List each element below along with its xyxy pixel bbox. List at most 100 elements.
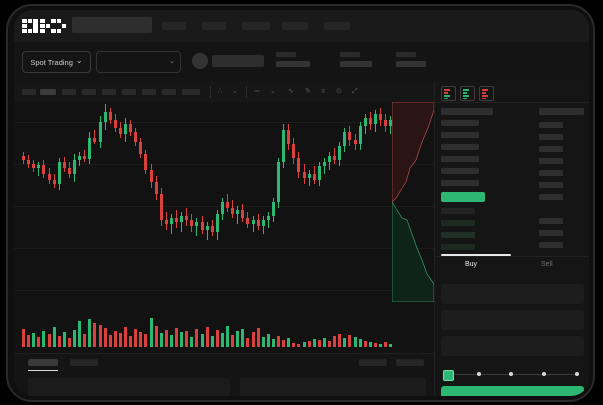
volume-bar <box>52 327 56 347</box>
volume-bar <box>190 337 194 347</box>
orderbook-ask-row[interactable] <box>441 144 479 150</box>
candle-wick <box>323 158 325 174</box>
orderbook-ask-row[interactable] <box>441 168 479 174</box>
total-field[interactable] <box>441 336 584 356</box>
orderbook-view-asks-icon[interactable] <box>479 86 494 101</box>
candlestick <box>333 102 337 302</box>
volume-bar <box>113 331 117 347</box>
timeframe-1[interactable] <box>22 89 36 95</box>
candle-body <box>205 226 209 230</box>
candle-body <box>231 208 235 214</box>
settings-icon[interactable]: ⊙ <box>336 88 342 95</box>
tab-buy-underline <box>441 254 511 256</box>
orderbook-header-right <box>539 108 584 115</box>
account-label <box>212 55 264 67</box>
candlestick <box>73 102 76 302</box>
timeframe-5[interactable] <box>102 89 116 95</box>
volume-bar <box>343 338 347 347</box>
search-input[interactable] <box>72 17 152 33</box>
slider-stop-75[interactable] <box>542 372 546 376</box>
volume-bar <box>241 329 245 347</box>
candlestick <box>195 102 199 302</box>
orderbook-size-cell <box>539 146 563 152</box>
orderbook-ask-row[interactable] <box>441 120 479 126</box>
chevron-down-icon-2[interactable]: ⌄ <box>270 88 276 95</box>
bottom-action-1[interactable] <box>359 359 387 366</box>
chevron-down-icon-1[interactable]: ⌄ <box>232 88 238 95</box>
slider-stop-100[interactable] <box>575 372 579 376</box>
candle-body <box>348 132 352 140</box>
orderbook-ask-row[interactable] <box>441 180 479 186</box>
timeframe-3[interactable] <box>62 89 76 95</box>
tab-sell[interactable]: Sell <box>541 261 553 268</box>
candlestick <box>200 102 204 302</box>
bottom-block-2[interactable] <box>240 378 426 396</box>
candlestick <box>389 102 393 302</box>
chart-type-icon[interactable]: ⎓ <box>254 88 260 95</box>
fullscreen-icon[interactable]: ⤢ <box>352 88 358 95</box>
indicator-icon[interactable]: ∴ <box>218 88 223 95</box>
camera-icon[interactable]: ⌽ <box>321 88 326 95</box>
price-field[interactable] <box>441 284 584 304</box>
orderbook-size-cell <box>539 242 563 248</box>
market-subbar: Spot Trading ⌄ ⌄ <box>14 42 589 83</box>
slider-stop-25[interactable] <box>477 372 481 376</box>
tab-buy[interactable]: Buy <box>465 261 478 268</box>
volume-bar <box>379 344 382 347</box>
orderbook-bid-row[interactable] <box>441 208 475 214</box>
nav-item-4[interactable] <box>282 22 308 30</box>
volume-bar <box>62 332 66 347</box>
trading-pair-selector[interactable]: ⌄ <box>96 51 181 73</box>
candlestick <box>149 102 153 302</box>
candlestick <box>226 102 229 302</box>
timeframe-7[interactable] <box>142 89 156 95</box>
candlestick <box>159 102 163 302</box>
timeframe-8[interactable] <box>162 89 176 95</box>
candlestick <box>236 102 240 302</box>
bottom-tab-2[interactable] <box>70 359 98 366</box>
pencil-icon[interactable]: ✎ <box>305 88 311 95</box>
bottom-action-2[interactable] <box>396 359 424 366</box>
nav-item-3[interactable] <box>242 22 270 30</box>
nav-item-1[interactable] <box>162 22 186 30</box>
candle-wick <box>38 162 40 176</box>
orderbook-view-bids-icon[interactable] <box>460 86 475 101</box>
candle-body <box>129 124 133 132</box>
amount-field[interactable] <box>441 310 584 330</box>
orderbook-size-cell <box>539 134 563 140</box>
buy-submit-button[interactable] <box>441 386 584 396</box>
trendline-icon[interactable]: ∿ <box>288 88 294 95</box>
timeframe-2[interactable] <box>40 89 56 95</box>
candle-body <box>22 156 25 160</box>
volume-series <box>14 307 434 347</box>
bottom-block-1[interactable] <box>28 378 230 396</box>
nav-item-2[interactable] <box>202 22 226 30</box>
candlestick <box>353 102 357 302</box>
orderbook-bid-row[interactable] <box>441 232 475 238</box>
orderbook-view-both-icon[interactable] <box>441 86 456 101</box>
nav-item-5[interactable] <box>324 22 350 30</box>
orderbook-spread-highlight[interactable] <box>441 192 485 202</box>
okx-logo[interactable] <box>22 19 66 33</box>
bottom-tab-active[interactable] <box>28 359 58 366</box>
orderbook-ask-row[interactable] <box>441 156 479 162</box>
timeframe-9[interactable] <box>182 89 200 95</box>
volume-bar <box>93 323 97 347</box>
orderbook-bid-row[interactable] <box>441 220 475 226</box>
candlestick <box>302 102 306 302</box>
slider-handle[interactable] <box>443 370 454 381</box>
orderbook-ask-row[interactable] <box>441 132 479 138</box>
timeframe-6[interactable] <box>122 89 136 95</box>
avatar[interactable] <box>192 53 208 69</box>
volume-bar <box>246 338 250 347</box>
orderbook-bid-row[interactable] <box>441 244 475 250</box>
volume-bar <box>215 330 219 347</box>
volume-bar <box>139 332 143 347</box>
candle-body <box>144 154 148 170</box>
amount-slider[interactable] <box>443 370 582 381</box>
slider-stop-50[interactable] <box>509 372 513 376</box>
market-type-selector[interactable]: Spot Trading ⌄ <box>22 51 91 73</box>
timeframe-4[interactable] <box>82 89 96 95</box>
candlestick <box>83 102 87 302</box>
price-chart[interactable] <box>14 102 434 353</box>
